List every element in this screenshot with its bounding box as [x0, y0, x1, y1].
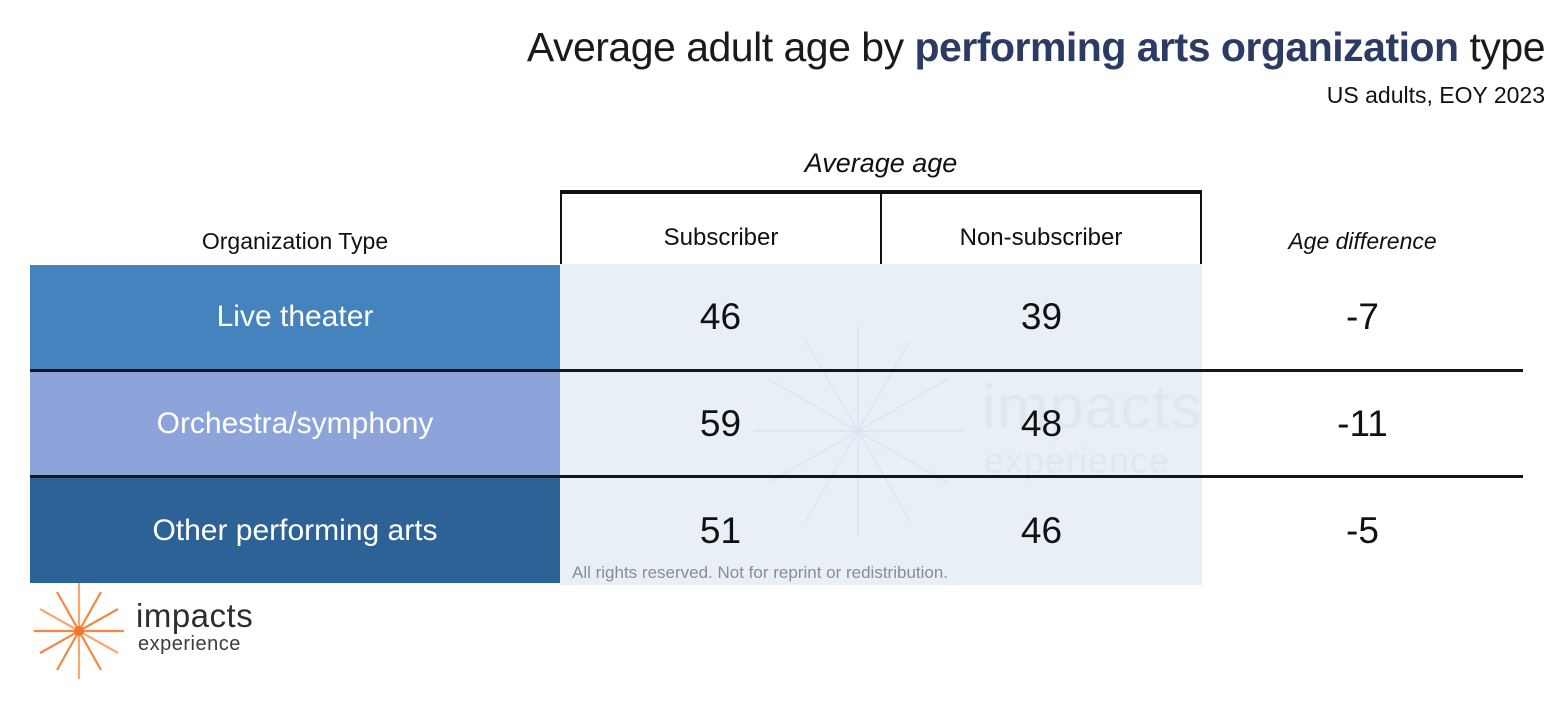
title-suffix: type — [1458, 24, 1546, 70]
watermark-subtext: experience — [984, 440, 1171, 481]
table-row: Live theater 46 39 -7 — [30, 265, 1523, 372]
cell-non-subscriber-age: 46 — [1020, 509, 1063, 551]
page-title: Average adult age by performing arts org… — [0, 24, 1546, 71]
logo-sub-wordmark: experience — [138, 633, 241, 655]
row-label-other-performing-arts: Other performing arts — [30, 478, 560, 583]
title-highlight: performing arts organization — [914, 24, 1460, 70]
watermark-text: impacts — [982, 373, 1203, 442]
starburst-logo-icon — [34, 583, 124, 679]
column-header-subscriber: Subscriber — [562, 194, 882, 264]
cell-age-difference: -7 — [1346, 296, 1379, 337]
cell-age-difference: -11 — [1337, 402, 1388, 444]
table-row: Orchestra/symphony 59 48 -11 — [30, 372, 1523, 478]
cell-age-difference: -5 — [1346, 509, 1379, 551]
column-header-non-subscriber: Non-subscriber — [959, 224, 1123, 251]
data-column-background — [560, 264, 1202, 585]
column-header-organization-type: Organization Type — [201, 228, 389, 254]
row-label-orchestra-symphony: Orchestra/symphony — [30, 372, 560, 475]
cell-non-subscriber-age: 39 — [1020, 296, 1063, 337]
table-row: Other performing arts 51 46 -5 — [30, 478, 1523, 583]
title-prefix: Average adult age by — [526, 24, 915, 70]
column-header-age-difference: Age difference — [1288, 228, 1437, 254]
rights-notice: All rights reserved. Not for reprint or … — [572, 563, 949, 582]
row-label-live-theater: Live theater — [30, 265, 560, 369]
cell-subscriber-age: 46 — [699, 296, 742, 337]
cell-subscriber-age: 59 — [699, 402, 742, 444]
group-header-average-age: Average age — [804, 148, 958, 178]
subscriber-columns-box: Subscriber Non-subscriber — [560, 190, 1202, 264]
subtitle: US adults, EOY 2023 — [1326, 82, 1545, 108]
cell-subscriber-age: 51 — [699, 509, 742, 551]
cell-non-subscriber-age: 48 — [1020, 402, 1063, 444]
logo-wordmark: impacts — [136, 597, 254, 634]
